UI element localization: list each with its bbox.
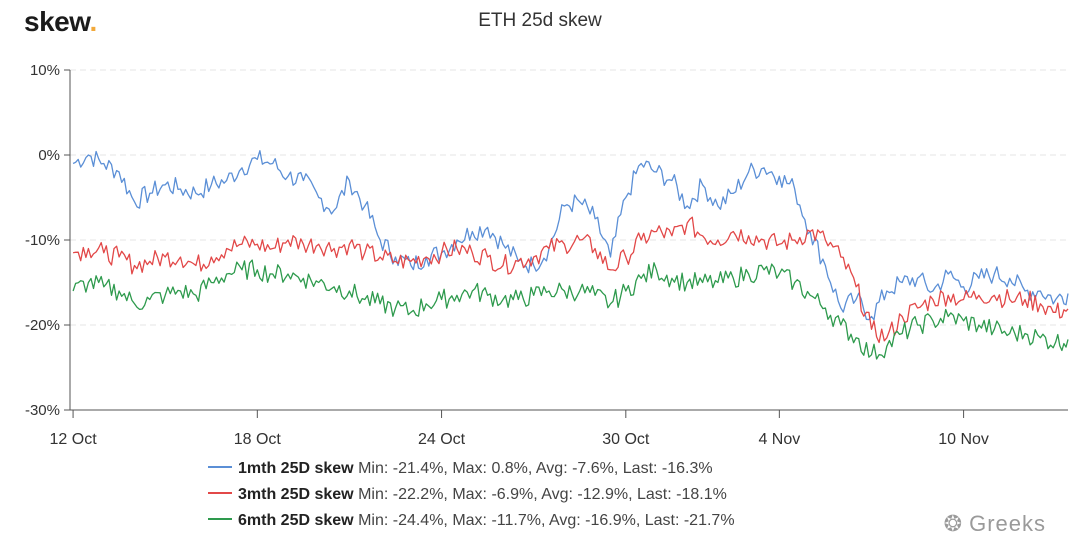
legend-series-stats: Min: -21.4%, Max: 0.8%, Avg: -7.6%, Last…: [358, 460, 713, 477]
wechat-icon: ❂: [943, 511, 964, 536]
x-tick-label: 12 Oct: [50, 431, 98, 448]
y-tick-label: 10%: [30, 62, 60, 79]
legend-series-name: 6mth 25D skew: [238, 512, 359, 529]
skew-logo: skew.: [24, 6, 97, 37]
y-axis-ticks: 10% 0% -10% -20% -30%: [25, 62, 70, 419]
legend-series-name: 3mth 25D skew: [238, 486, 359, 503]
series-lines: [72, 150, 1069, 360]
series-line-1: [72, 150, 1069, 321]
legend-swatch: [208, 491, 232, 494]
legend-swatch: [208, 465, 232, 468]
y-tick-label: -10%: [25, 232, 60, 249]
series-line-3: [72, 259, 1069, 360]
legend-item[interactable]: 3mth 25D skew Min: -22.2%, Max: -6.9%, A…: [208, 486, 727, 504]
legend-item[interactable]: 6mth 25D skew Min: -24.4%, Max: -11.7%, …: [208, 512, 735, 530]
chart-title: ETH 25d skew: [478, 10, 602, 31]
x-tick-label: 30 Oct: [602, 431, 650, 448]
legend-series-stats: Min: -24.4%, Max: -11.7%, Avg: -16.9%, L…: [358, 512, 735, 529]
x-tick-label: 4 Nov: [758, 431, 800, 448]
legend-series-stats: Min: -22.2%, Max: -6.9%, Avg: -12.9%, La…: [358, 486, 727, 503]
y-tick-label: 0%: [38, 147, 60, 164]
legend-item[interactable]: 1mth 25D skew Min: -21.4%, Max: 0.8%, Av…: [208, 460, 713, 478]
x-axis-ticks: 12 Oct 18 Oct 24 Oct 30 Oct 4 Nov 10 Nov: [50, 410, 989, 448]
legend-series-name: 1mth 25D skew: [238, 460, 359, 477]
watermark: ❂ Greeks: [943, 511, 1046, 536]
y-tick-label: -30%: [25, 402, 60, 419]
y-tick-label: -20%: [25, 317, 60, 334]
x-tick-label: 24 Oct: [418, 431, 466, 448]
legend-swatch: [208, 517, 232, 520]
x-tick-label: 10 Nov: [938, 431, 989, 448]
x-tick-label: 18 Oct: [234, 431, 282, 448]
gridlines: [69, 69, 1068, 411]
